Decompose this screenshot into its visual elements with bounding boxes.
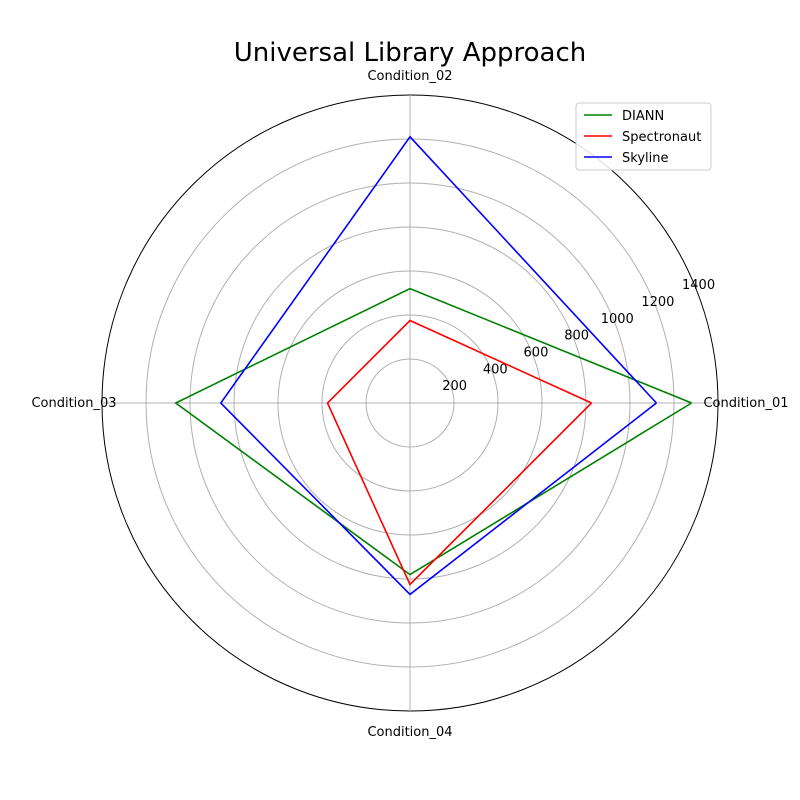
category-label: Condition_01	[703, 396, 788, 411]
chart-title: Universal Library Approach	[234, 38, 586, 68]
r-tick-label: 400	[483, 362, 508, 377]
series-line-skyline	[219, 135, 657, 596]
polar-grid: 200 400 600 800 1000 1200 1400	[101, 94, 719, 712]
legend-label: Spectronaut	[622, 130, 701, 145]
legend-label: Skyline	[622, 151, 668, 166]
r-tick-label: 1000	[601, 312, 634, 327]
r-tick-label: 600	[524, 345, 549, 360]
category-label: Condition_04	[367, 725, 452, 740]
series-lines	[174, 135, 693, 596]
axis-labels: Condition_01 Condition_02 Condition_03 Cond…	[31, 69, 788, 740]
r-tick-label: 1400	[682, 278, 715, 293]
legend: DIANN Spectronaut Skyline	[575, 102, 712, 171]
legend-box	[575, 102, 712, 171]
series-line-diann	[174, 287, 693, 576]
category-label: Condition_03	[31, 396, 116, 411]
r-tick-label: 200	[442, 379, 467, 394]
series-line-spectronaut	[326, 319, 593, 586]
r-tick-label: 1200	[641, 295, 674, 310]
r-tick-label: 800	[564, 329, 589, 344]
legend-label: DIANN	[622, 109, 664, 124]
category-label: Condition_02	[367, 69, 452, 84]
